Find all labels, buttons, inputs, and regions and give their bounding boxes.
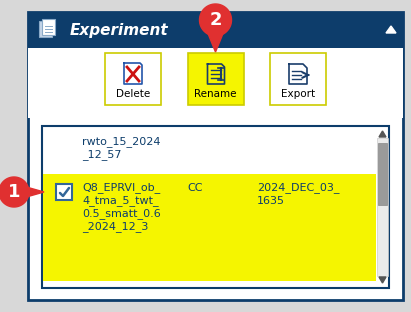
FancyBboxPatch shape bbox=[105, 53, 161, 105]
FancyBboxPatch shape bbox=[377, 138, 388, 276]
FancyBboxPatch shape bbox=[42, 19, 55, 35]
FancyBboxPatch shape bbox=[39, 21, 52, 37]
Polygon shape bbox=[9, 182, 44, 202]
FancyBboxPatch shape bbox=[270, 53, 326, 105]
Text: 0.5_smatt_0.6: 0.5_smatt_0.6 bbox=[82, 208, 161, 219]
Text: Experiment: Experiment bbox=[70, 22, 169, 37]
FancyBboxPatch shape bbox=[43, 174, 376, 281]
Text: Q8_EPRVI_ob_: Q8_EPRVI_ob_ bbox=[82, 183, 160, 193]
Text: 4_tma_5_twt_: 4_tma_5_twt_ bbox=[82, 196, 159, 207]
FancyBboxPatch shape bbox=[28, 12, 403, 300]
Polygon shape bbox=[199, 4, 231, 36]
Text: CC: CC bbox=[187, 183, 203, 193]
Text: _12_57: _12_57 bbox=[82, 149, 122, 160]
Text: Rename: Rename bbox=[194, 89, 237, 99]
Polygon shape bbox=[379, 277, 386, 283]
Text: 1635: 1635 bbox=[257, 196, 285, 206]
FancyBboxPatch shape bbox=[56, 184, 72, 200]
Text: rwto_15_2024: rwto_15_2024 bbox=[82, 137, 161, 148]
Text: Export: Export bbox=[281, 89, 315, 99]
Text: 2024_DEC_03_: 2024_DEC_03_ bbox=[257, 183, 339, 193]
Polygon shape bbox=[379, 131, 386, 137]
FancyBboxPatch shape bbox=[378, 143, 387, 205]
Polygon shape bbox=[0, 177, 29, 207]
FancyBboxPatch shape bbox=[187, 53, 243, 105]
Polygon shape bbox=[205, 27, 226, 52]
Text: 2: 2 bbox=[209, 11, 222, 29]
Text: _2024_12_3: _2024_12_3 bbox=[82, 222, 148, 232]
Polygon shape bbox=[386, 26, 396, 33]
Text: 1: 1 bbox=[8, 183, 20, 201]
Text: Delete: Delete bbox=[116, 89, 150, 99]
FancyBboxPatch shape bbox=[28, 12, 403, 48]
FancyBboxPatch shape bbox=[42, 126, 389, 288]
FancyBboxPatch shape bbox=[28, 48, 403, 118]
